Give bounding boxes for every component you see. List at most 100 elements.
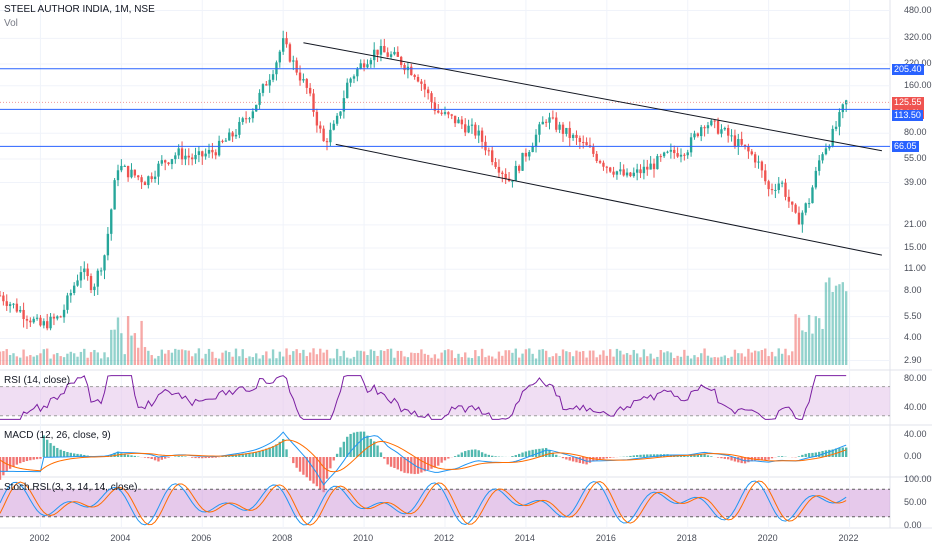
candle-body xyxy=(265,84,268,86)
volume-bar xyxy=(116,317,120,365)
macd-hist-bar xyxy=(366,435,369,457)
volume-bar xyxy=(838,284,841,365)
macd-hist-bar xyxy=(35,457,39,460)
price-tick-label: 8.00 xyxy=(904,285,922,295)
volume-bar xyxy=(207,348,211,365)
volume-bar xyxy=(514,348,517,365)
volume-bar xyxy=(753,350,757,365)
price-tick-label: 11.00 xyxy=(904,263,926,274)
candle-body xyxy=(450,114,453,116)
volume-bar xyxy=(501,355,504,365)
volume-bar xyxy=(477,356,480,365)
x-tick-label: 2016 xyxy=(595,533,616,543)
candle-body xyxy=(268,79,271,86)
macd-hist-bar xyxy=(46,439,49,457)
volume-bar xyxy=(521,353,524,365)
volume-bar xyxy=(258,358,261,365)
volume-bar xyxy=(137,347,140,365)
candle-body xyxy=(2,295,5,302)
volume-bar xyxy=(221,352,224,365)
macd-hist-bar xyxy=(386,457,389,465)
x-tick-label: 2008 xyxy=(272,533,293,543)
candle-body xyxy=(366,64,369,68)
macd-hist-bar xyxy=(2,457,5,476)
volume-bar xyxy=(261,355,265,365)
candle-body xyxy=(737,138,740,147)
macd-hist-bar xyxy=(160,457,163,460)
candle-body xyxy=(32,318,35,323)
volume-bar xyxy=(531,353,534,365)
price-tag-20540: 205.40 xyxy=(892,63,924,75)
macd-hist-bar xyxy=(700,454,703,457)
candle-body xyxy=(487,150,491,152)
macd-hist-bar xyxy=(120,453,123,457)
volume-bar xyxy=(329,358,332,365)
volume-bar xyxy=(619,350,622,365)
volume-bar xyxy=(544,350,548,365)
candle-body xyxy=(656,156,659,170)
macd-hist-bar xyxy=(517,453,521,457)
candle-body xyxy=(477,130,480,136)
volume-bar xyxy=(194,353,197,365)
candle-body xyxy=(568,127,571,138)
volume-bar xyxy=(787,355,791,365)
volume-bar xyxy=(750,352,753,365)
macd-hist-bar xyxy=(113,452,116,457)
volume-bar xyxy=(582,351,585,365)
volume-bar xyxy=(59,356,62,365)
volume-bar xyxy=(595,357,598,365)
volume-bar xyxy=(541,349,544,365)
volume-bar xyxy=(720,356,723,365)
macd-hist-bar xyxy=(342,441,346,457)
volume-bar xyxy=(811,333,814,365)
volume-bar xyxy=(713,357,716,365)
macd-hist-bar xyxy=(531,449,534,457)
volume-bar xyxy=(275,358,278,365)
volume-bar xyxy=(56,353,59,365)
macd-hist-bar xyxy=(0,457,2,480)
macd-hist-bar xyxy=(609,457,612,458)
macd-hist-bar xyxy=(8,457,12,469)
volume-bar xyxy=(517,357,521,365)
candle-body xyxy=(662,152,666,157)
candle-body xyxy=(137,175,140,178)
macd-hist-bar xyxy=(221,456,224,457)
volume-bar xyxy=(406,357,410,365)
candle-body xyxy=(760,161,764,171)
volume-bar xyxy=(153,358,157,365)
macd-hist-bar xyxy=(248,452,251,457)
macd-hist-bar xyxy=(379,452,383,457)
price-tick-label: 220.00 xyxy=(904,58,932,68)
candle-body xyxy=(639,169,642,174)
candle-body xyxy=(818,160,821,171)
volume-bar xyxy=(450,350,453,365)
stoch-tick-label: 100.00 xyxy=(904,474,932,484)
candle-body xyxy=(558,124,561,130)
volume-bar xyxy=(325,349,329,365)
candle-body xyxy=(544,121,548,123)
candle-body xyxy=(676,153,679,157)
candle-body xyxy=(521,152,524,171)
macd-hist-bar xyxy=(201,457,204,459)
candle-body xyxy=(211,149,214,153)
volume-bar xyxy=(83,348,86,365)
volume-bar xyxy=(743,356,747,365)
macd-hist-bar xyxy=(275,444,278,457)
candle-body xyxy=(194,154,197,160)
candle-body xyxy=(460,119,464,125)
volume-bar xyxy=(184,350,187,365)
macd-hist-bar xyxy=(568,457,571,461)
candle-body xyxy=(625,172,629,176)
volume-bar xyxy=(72,353,76,365)
candle-body xyxy=(548,117,551,123)
volume-bar xyxy=(689,358,693,365)
macd-hist-bar xyxy=(42,435,46,457)
macd-title: MACD (12, 26, close, 9) xyxy=(4,430,111,441)
macd-hist-bar xyxy=(197,457,201,459)
volume-bar xyxy=(416,352,420,365)
macd-hist-bar xyxy=(174,456,177,457)
macd-hist-bar xyxy=(164,457,167,459)
macd-hist-bar xyxy=(818,451,821,457)
price-tick-label: 4.00 xyxy=(904,332,922,343)
